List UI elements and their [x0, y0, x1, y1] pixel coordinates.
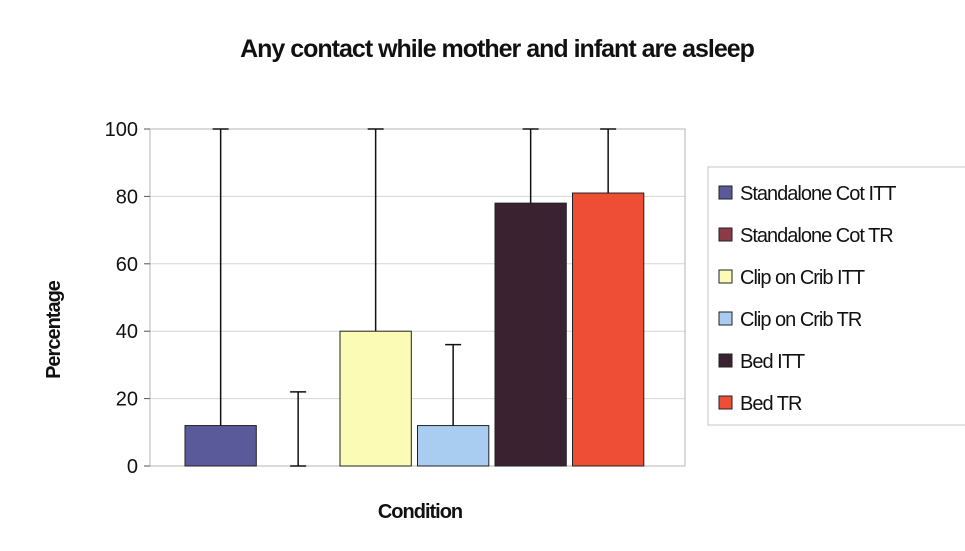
y-axis-title: Percentage — [43, 280, 65, 379]
legend-swatch-5 — [718, 395, 733, 410]
y-axis-ticks: 0 20 40 60 80 100 — [105, 119, 150, 478]
bar-2 — [339, 330, 412, 467]
legend-swatch-2 — [718, 269, 733, 284]
legend-swatch-4 — [718, 353, 733, 368]
legend-label-0: Standalone Cot ITT — [740, 183, 896, 205]
y-tick-label: 60 — [116, 254, 138, 276]
legend-label-4: Bed ITT — [740, 351, 805, 373]
y-tick-label: 0 — [127, 456, 138, 478]
y-tick-label: 100 — [105, 119, 138, 141]
bar-3 — [417, 425, 490, 467]
y-tick-label: 80 — [116, 186, 138, 208]
bar-4 — [494, 202, 567, 467]
bar-5 — [572, 192, 645, 467]
legend-swatch-1 — [718, 227, 733, 242]
chart-title: Any contact while mother and infant are … — [240, 35, 755, 63]
y-tick-label: 40 — [116, 321, 138, 343]
legend-swatch-0 — [718, 185, 733, 200]
bar-0 — [184, 425, 257, 467]
legend-label-1: Standalone Cot TR — [740, 225, 893, 247]
legend-label-5: Bed TR — [740, 393, 802, 415]
legend: Standalone Cot ITT Standalone Cot TR Clip … — [707, 166, 965, 426]
legend-box — [707, 166, 965, 426]
legend-swatch-3 — [718, 311, 733, 326]
y-tick-label: 20 — [116, 389, 138, 411]
bars — [184, 192, 645, 467]
legend-label-2: Clip on Crib ITT — [740, 267, 865, 289]
legend-label-3: Clip on Crib TR — [740, 309, 862, 331]
x-axis-title: Condition — [378, 501, 462, 523]
error-bars — [212, 128, 617, 467]
